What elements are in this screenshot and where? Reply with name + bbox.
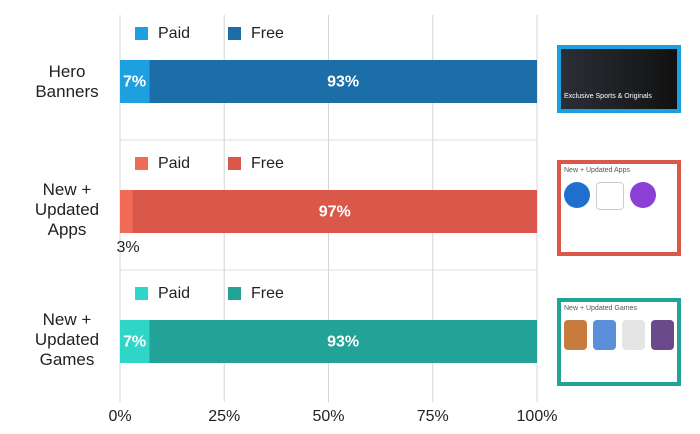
thumbnail-title: New + Updated Games <box>564 305 637 312</box>
x-tick-label: 50% <box>312 408 344 425</box>
thumbnail: Exclusive Sports & Originals <box>557 45 681 113</box>
icon-row <box>564 320 674 350</box>
bar-segment <box>120 190 133 233</box>
x-tick-label: 75% <box>417 408 449 425</box>
x-tick-label: 0% <box>108 408 131 425</box>
value-label: 97% <box>319 204 351 221</box>
legend-label: Free <box>251 285 284 302</box>
legend-swatch <box>135 157 148 170</box>
thumbnail-title: New + Updated Apps <box>564 167 630 174</box>
category-label: New + Updated Games <box>34 310 100 369</box>
bar-segment <box>149 320 537 363</box>
legend-swatch <box>228 27 241 40</box>
bar-segment <box>132 190 537 233</box>
legend-label: Paid <box>158 285 190 302</box>
legend-swatch <box>228 287 241 300</box>
bar-segment <box>149 60 537 103</box>
thumbnail: New + Updated Games <box>557 298 681 386</box>
icon-row <box>564 182 674 210</box>
thumbnail: New + Updated Apps <box>557 160 681 256</box>
bar-segment <box>120 320 150 363</box>
legend-label: Paid <box>158 155 190 172</box>
legend-swatch <box>228 157 241 170</box>
value-label: 7% <box>123 334 146 351</box>
legend-swatch <box>135 287 148 300</box>
bar-segment <box>120 60 150 103</box>
legend-swatch <box>135 27 148 40</box>
value-label: 93% <box>327 334 359 351</box>
category-label: New + Updated Apps <box>34 180 100 239</box>
legend-label: Free <box>251 25 284 42</box>
category-label: Hero Banners <box>35 62 99 101</box>
thumbnail-title: Exclusive Sports & Originals <box>564 93 652 100</box>
legend-label: Free <box>251 155 284 172</box>
value-label: 93% <box>327 74 359 91</box>
legend-label: Paid <box>158 25 190 42</box>
x-tick-label: 25% <box>208 408 240 425</box>
x-tick-label: 100% <box>517 408 558 425</box>
value-label: 7% <box>123 74 146 91</box>
value-label: 3% <box>116 239 139 256</box>
